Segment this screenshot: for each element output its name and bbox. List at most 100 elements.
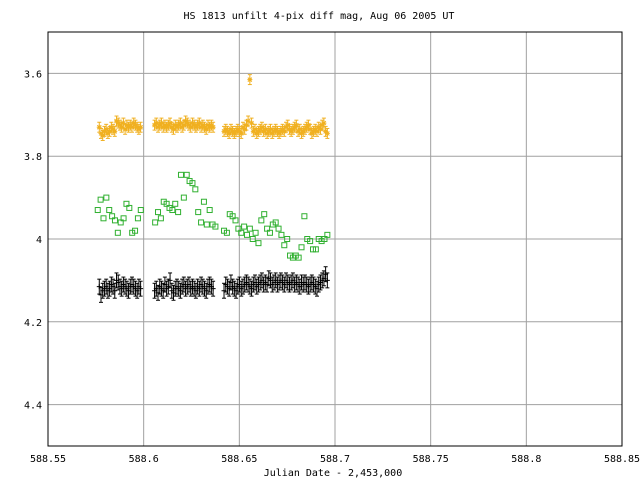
data-point: [212, 223, 219, 230]
data-point: [103, 126, 109, 132]
x-axis-label: Julian Date - 2,453,000: [264, 468, 402, 479]
data-point: [171, 126, 177, 132]
data-point: [324, 130, 330, 136]
data-point: [177, 171, 184, 178]
data-point: [100, 133, 106, 138]
data-point: [293, 122, 299, 128]
data-point: [183, 171, 190, 178]
chart-title: HS 1813 unfilt 4-pix diff mag, Aug 06 20…: [184, 11, 455, 22]
data-point: [181, 122, 187, 128]
plot-frame: [47, 31, 623, 447]
data-point: [249, 120, 255, 126]
x-tick-label: 588.6: [129, 454, 159, 465]
data-point: [226, 130, 232, 136]
data-point: [210, 124, 216, 130]
data-point: [153, 120, 159, 126]
data-point: [134, 215, 141, 222]
data-point: [96, 284, 102, 290]
data-point: [126, 204, 133, 211]
grid-lines: [47, 32, 623, 446]
data-point: [180, 194, 187, 201]
data-point: [243, 122, 249, 128]
data-point: [195, 209, 202, 216]
x-tick-label: 588.8: [511, 454, 541, 465]
y-tick-label: 4: [36, 235, 42, 246]
data-point: [307, 126, 313, 132]
data-point: [281, 128, 287, 134]
data-point: [158, 120, 164, 126]
data-point: [155, 209, 162, 216]
y-tick-label: 3.8: [24, 152, 42, 163]
data-point: [100, 215, 107, 222]
data-point: [200, 198, 207, 205]
data-point: [268, 126, 274, 132]
data-point: [272, 219, 279, 226]
data-point: [210, 286, 216, 292]
data-point: [247, 77, 253, 83]
data-point: [297, 126, 303, 132]
data-point: [238, 229, 245, 236]
data-point: [138, 124, 144, 130]
data-point: [107, 128, 113, 134]
data-point: [262, 126, 268, 132]
data-point: [122, 126, 128, 132]
data-point: [284, 236, 291, 242]
data-point: [242, 126, 248, 132]
data-point: [120, 120, 126, 126]
data-point: [188, 124, 194, 130]
y-tick-label: 4.2: [24, 318, 42, 329]
data-point: [96, 124, 102, 130]
data-point: [312, 246, 319, 253]
y-tick-label: 4.4: [24, 401, 42, 412]
data-point: [169, 207, 176, 214]
data-point: [198, 219, 205, 226]
data-series: [94, 74, 331, 303]
data-point: [177, 120, 183, 126]
x-tick-label: 588.55: [30, 454, 66, 465]
data-point: [317, 126, 323, 132]
data-point: [238, 130, 244, 136]
data-point: [275, 225, 282, 232]
data-point: [137, 207, 144, 214]
data-point: [94, 207, 101, 214]
data-point: [196, 120, 202, 126]
data-point: [120, 215, 127, 222]
data-point: [246, 225, 253, 232]
data-point: [249, 236, 256, 242]
data-point: [112, 128, 118, 134]
x-tick-label: 588.75: [413, 454, 449, 465]
data-point: [203, 126, 209, 132]
data-point: [252, 126, 258, 132]
data-point: [281, 242, 288, 249]
data-point: [324, 277, 330, 283]
data-point: [167, 277, 173, 283]
data-point: [241, 223, 248, 230]
data-point: [189, 180, 196, 187]
data-point: [314, 128, 320, 134]
data-point: [324, 231, 331, 238]
data-point: [295, 254, 302, 261]
data-point: [258, 217, 265, 224]
data-point: [245, 118, 251, 124]
data-point: [307, 238, 314, 245]
series-1: [94, 171, 331, 261]
data-point: [285, 122, 291, 128]
data-point: [152, 219, 159, 226]
data-point: [172, 200, 179, 207]
data-point: [321, 120, 327, 126]
data-point: [97, 196, 104, 203]
x-tick-label: 588.7: [320, 454, 350, 465]
data-point: [138, 286, 144, 292]
data-point: [206, 207, 213, 214]
series-0: [96, 74, 330, 141]
tick-labels: 588.55 588.6 588.65 588.7 588.75 588.8 588.85 3…: [24, 69, 640, 465]
data-point: [167, 120, 173, 126]
data-point: [132, 227, 139, 234]
data-point: [255, 240, 262, 247]
x-tick-label: 588.65: [221, 454, 257, 465]
data-point: [175, 209, 182, 216]
data-point: [106, 207, 113, 214]
data-point: [305, 122, 311, 128]
